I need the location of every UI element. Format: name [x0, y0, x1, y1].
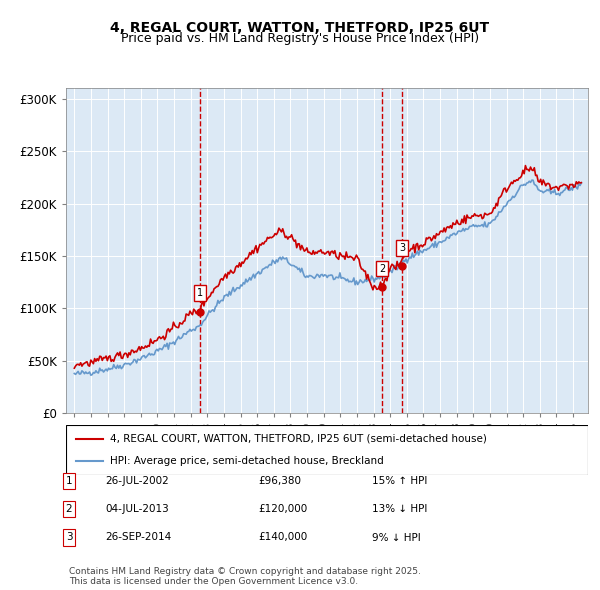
Text: £96,380: £96,380 [258, 476, 301, 486]
Text: 3: 3 [400, 242, 406, 253]
FancyBboxPatch shape [66, 425, 588, 475]
Text: 15% ↑ HPI: 15% ↑ HPI [372, 476, 427, 486]
Text: 2: 2 [65, 504, 73, 514]
Text: 9% ↓ HPI: 9% ↓ HPI [372, 533, 421, 542]
Text: 13% ↓ HPI: 13% ↓ HPI [372, 504, 427, 514]
Text: 2: 2 [379, 264, 385, 274]
Text: 26-JUL-2002: 26-JUL-2002 [105, 476, 169, 486]
Text: HPI: Average price, semi-detached house, Breckland: HPI: Average price, semi-detached house,… [110, 456, 384, 466]
Text: 04-JUL-2013: 04-JUL-2013 [105, 504, 169, 514]
Text: 1: 1 [65, 476, 73, 486]
Text: £140,000: £140,000 [258, 533, 307, 542]
Text: 4, REGAL COURT, WATTON, THETFORD, IP25 6UT: 4, REGAL COURT, WATTON, THETFORD, IP25 6… [110, 21, 490, 35]
Text: 26-SEP-2014: 26-SEP-2014 [105, 533, 171, 542]
Text: This data is licensed under the Open Government Licence v3.0.: This data is licensed under the Open Gov… [69, 576, 358, 586]
Text: 4, REGAL COURT, WATTON, THETFORD, IP25 6UT (semi-detached house): 4, REGAL COURT, WATTON, THETFORD, IP25 6… [110, 434, 487, 444]
Text: 3: 3 [65, 533, 73, 542]
Text: Contains HM Land Registry data © Crown copyright and database right 2025.: Contains HM Land Registry data © Crown c… [69, 566, 421, 576]
Text: 1: 1 [197, 289, 203, 299]
Text: Price paid vs. HM Land Registry's House Price Index (HPI): Price paid vs. HM Land Registry's House … [121, 32, 479, 45]
Text: £120,000: £120,000 [258, 504, 307, 514]
